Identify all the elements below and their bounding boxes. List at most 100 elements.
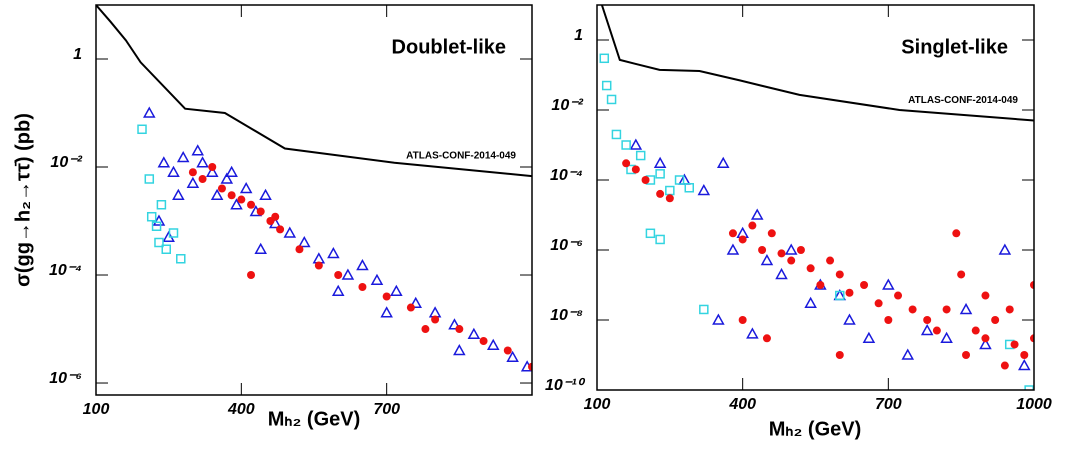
- circle-point: [382, 292, 391, 301]
- square-point: [635, 150, 646, 161]
- square-point: [665, 185, 675, 196]
- circle-point: [991, 316, 1000, 324]
- triangle-point: [152, 214, 166, 226]
- triangle-point: [341, 268, 355, 280]
- triangle-point: [167, 165, 180, 177]
- triangle-point: [862, 331, 876, 344]
- circle-point: [762, 334, 771, 343]
- triangle-point: [298, 235, 311, 248]
- circle-point: [276, 225, 285, 234]
- triangle-point: [784, 243, 798, 255]
- y-tick-label: 10⁻²: [50, 154, 82, 171]
- triangle-point: [380, 306, 393, 318]
- circle-point: [479, 336, 488, 345]
- circle-point: [1030, 334, 1034, 343]
- circle-point: [431, 315, 440, 324]
- circle-point: [247, 271, 256, 280]
- square-point: [655, 169, 665, 179]
- circle-point: [826, 256, 835, 265]
- circle-point: [942, 305, 951, 314]
- circle-point: [787, 256, 796, 265]
- triangle-point: [356, 258, 369, 271]
- plot-frame: [95, 4, 533, 396]
- square-point: [674, 175, 685, 185]
- limit-line: [96, 5, 532, 178]
- triangle-point: [176, 150, 190, 163]
- circle-point: [728, 229, 737, 238]
- circle-point: [656, 189, 665, 198]
- triangle-point: [230, 198, 243, 210]
- circle-point: [758, 246, 767, 254]
- triangle-point: [959, 302, 973, 315]
- triangle-point: [157, 156, 171, 168]
- triangle-point: [882, 278, 895, 290]
- square-point: [156, 200, 167, 210]
- triangle-point: [191, 144, 205, 156]
- circle-point: [806, 264, 815, 273]
- triangle-point: [712, 313, 725, 325]
- square-point: [176, 254, 186, 264]
- circle-point: [358, 282, 367, 291]
- square-point: [137, 124, 147, 135]
- circle-point: [962, 351, 971, 359]
- circle-point: [227, 191, 236, 200]
- circle-point: [198, 174, 207, 183]
- circle-point: [952, 229, 961, 238]
- circle-point: [767, 229, 776, 238]
- y-tick-label: 1: [574, 27, 583, 44]
- square-point: [645, 228, 656, 239]
- triangle-point: [283, 226, 297, 238]
- line-label: ATLAS-CONF-2014-049: [908, 95, 1018, 106]
- triangle-point: [409, 296, 423, 309]
- y-axis-label: σ(gg→h₂→ττ̄) (pb): [12, 113, 34, 287]
- triangle-point: [716, 156, 730, 169]
- circle-point: [971, 326, 980, 335]
- circle-point: [622, 159, 631, 168]
- circle-point: [1005, 305, 1014, 314]
- x-axis-label: Mₕ₂ (GeV): [769, 418, 862, 440]
- triangle-point: [448, 318, 461, 330]
- triangle-point: [196, 156, 209, 168]
- square-point: [684, 183, 695, 193]
- circle-point: [334, 271, 343, 280]
- x-tick-label: 100: [83, 401, 110, 418]
- triangle-point: [506, 350, 519, 363]
- circle-point: [1030, 281, 1034, 289]
- x-tick-label: 100: [584, 396, 611, 413]
- circle-point: [835, 270, 844, 279]
- circle-point: [884, 316, 893, 324]
- triangle-point: [254, 242, 267, 254]
- triangle-point: [920, 323, 934, 336]
- triangle-point: [467, 327, 481, 340]
- x-tick-label: 400: [227, 401, 255, 418]
- circle-point: [503, 346, 512, 355]
- y-tick-label: 1: [73, 46, 82, 63]
- circle-point: [981, 334, 990, 343]
- circle-point: [406, 303, 415, 312]
- triangle-point: [172, 188, 185, 200]
- circle-point: [981, 291, 990, 300]
- circle-point: [932, 326, 941, 335]
- circle-point: [894, 291, 903, 300]
- triangle-point: [143, 106, 156, 118]
- triangle-point: [186, 176, 200, 189]
- triangle-point: [331, 284, 345, 297]
- circle-point: [188, 168, 197, 177]
- circle-point: [256, 207, 265, 216]
- square-point: [835, 290, 845, 301]
- triangle-point: [225, 165, 238, 177]
- circle-point: [314, 261, 323, 270]
- triangle-point: [804, 296, 817, 309]
- triangle-point: [486, 338, 500, 351]
- circle-point: [796, 246, 805, 254]
- triangle-point: [678, 173, 691, 185]
- square-point: [146, 211, 157, 222]
- square-point: [1024, 385, 1034, 390]
- circle-point: [957, 270, 966, 279]
- circle-point: [835, 351, 844, 359]
- circle-point: [1020, 351, 1029, 359]
- triangle-point: [239, 181, 253, 194]
- triangle-point: [843, 313, 856, 325]
- square-point: [655, 234, 665, 245]
